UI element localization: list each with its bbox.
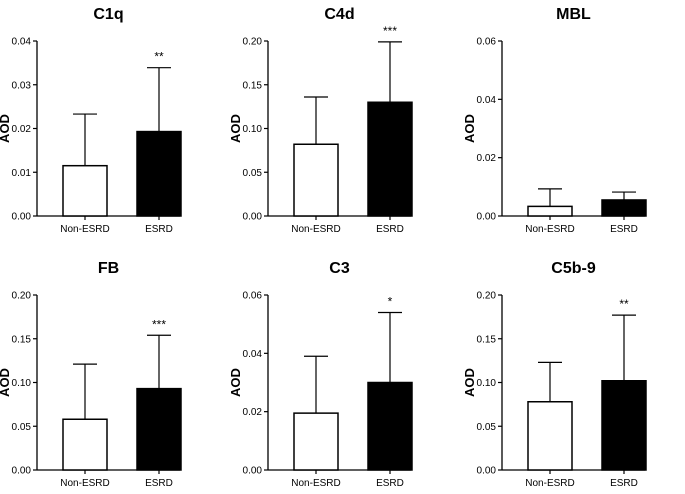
y-tick-label: 0.20 [243,37,263,48]
bar-esrd [601,380,647,471]
bar-non-esrd [527,205,573,217]
x-tick-label: Non-ESRD [525,478,574,489]
y-tick-label: 0.00 [12,466,32,477]
chart-panel-c5b-9: C5b-9 AOD 0.00 0.05 0.10 0.15 0.20 Non-ESRD ESRD… [462,260,647,489]
chart-title: C1q [93,6,123,23]
x-tick-label: ESRD [145,478,173,489]
y-tick-label: 0.00 [243,466,263,477]
x-tick-label: ESRD [376,478,404,489]
y-axis-label: AOD [228,114,243,143]
significance-marker: *** [383,24,397,38]
y-tick-label: 0.15 [477,334,497,345]
y-tick-label: 0.02 [477,153,497,164]
y-tick-label: 0.05 [477,422,497,433]
bar-non-esrd [527,401,573,471]
chart-panel-c3: C3 AOD 0.00 0.02 0.04 0.06 Non-ESRD ESRD * [228,260,413,489]
y-axis-label: AOD [462,368,477,397]
bar-esrd [367,381,413,471]
y-tick-label: 0.15 [243,80,263,91]
y-tick-label: 0.05 [243,168,263,179]
chart-panel-fb: FB AOD 0.00 0.05 0.10 0.15 0.20 Non-ESRD ESRD *** [0,260,182,489]
y-tick-label: 0.20 [477,291,497,302]
x-tick-label: Non-ESRD [525,224,574,235]
chart-panel-c1q: C1q AOD 0.00 0.01 0.02 0.03 0.04 Non-ESRD ESRD ** [0,6,182,235]
x-tick-label: Non-ESRD [60,478,109,489]
y-tick-label: 0.00 [12,212,32,223]
x-tick-label: Non-ESRD [291,478,340,489]
y-tick-label: 0.10 [477,378,497,389]
y-tick-label: 0.04 [243,349,263,360]
x-tick-label: ESRD [145,224,173,235]
significance-marker: * [388,295,393,309]
y-axis-label: AOD [0,114,12,143]
y-tick-label: 0.00 [477,466,497,477]
y-tick-label: 0.06 [477,37,497,48]
chart-title: MBL [556,6,591,23]
y-tick-label: 0.00 [477,212,497,223]
bar-esrd [601,199,647,217]
significance-marker: ** [619,297,629,311]
y-tick-label: 0.05 [12,422,32,433]
bar-esrd [367,101,413,217]
chart-title: FB [98,260,119,277]
y-tick-label: 0.03 [12,80,32,91]
chart-title: C3 [329,260,350,277]
y-axis-label: AOD [228,368,243,397]
x-tick-label: Non-ESRD [60,224,109,235]
y-tick-label: 0.06 [243,291,263,302]
y-axis-label: AOD [0,368,12,397]
significance-marker: *** [152,317,166,331]
y-tick-label: 0.10 [12,378,32,389]
bar-non-esrd [293,412,339,471]
y-tick-label: 0.02 [243,407,263,418]
significance-marker: ** [154,50,164,64]
x-tick-label: Non-ESRD [291,224,340,235]
y-tick-label: 0.02 [12,124,32,135]
x-tick-label: ESRD [376,224,404,235]
bar-non-esrd [293,143,339,217]
bar-esrd [136,387,182,471]
bar-esrd [136,130,182,217]
bar-non-esrd [62,164,108,217]
y-axis-label: AOD [462,114,477,143]
y-tick-label: 0.20 [12,291,32,302]
y-tick-label: 0.04 [12,37,32,48]
y-tick-label: 0.00 [243,212,263,223]
x-tick-label: ESRD [610,478,638,489]
bar-non-esrd [62,418,108,471]
y-tick-label: 0.04 [477,95,497,106]
chart-panel-mbl: MBL AOD 0.00 0.02 0.04 0.06 Non-ESRD ESRD [462,6,647,235]
chart-panel-c4d: C4d AOD 0.00 0.05 0.10 0.15 0.20 Non-ESRD ESRD **… [228,6,413,235]
y-tick-label: 0.01 [12,168,32,179]
chart-title: C5b-9 [551,260,596,277]
x-tick-label: ESRD [610,224,638,235]
y-tick-label: 0.10 [243,124,263,135]
chart-title: C4d [324,6,354,23]
y-tick-label: 0.15 [12,334,32,345]
